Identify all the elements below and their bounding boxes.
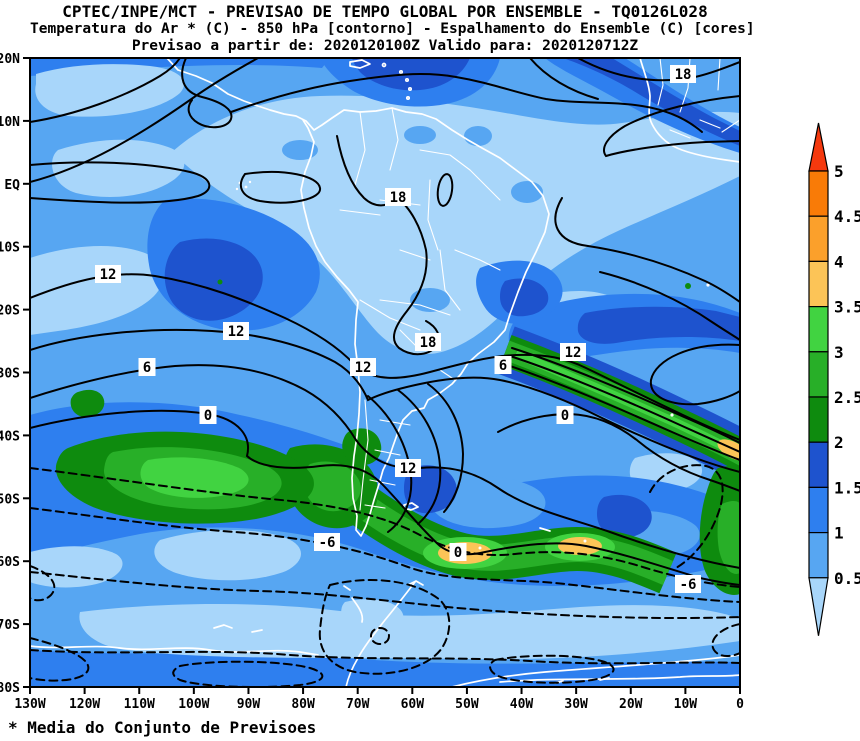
colorbar-tick-label: 0.5 bbox=[834, 569, 860, 588]
lat-tick-label: 10N bbox=[0, 115, 20, 130]
contour-label: 12 bbox=[100, 267, 117, 283]
caribbean-islands bbox=[349, 59, 371, 69]
colorbar-band bbox=[808, 306, 829, 353]
colorbar-tick-label: 2.5 bbox=[834, 388, 860, 407]
antarctica-coastline bbox=[30, 645, 319, 656]
lat-tick-label: 40S bbox=[0, 429, 20, 444]
country-state-borders bbox=[339, 107, 501, 511]
lat-tick-label: 60S bbox=[0, 555, 20, 570]
lon-tick-label: 0 bbox=[736, 697, 744, 712]
colorbar-tick-label: 4.5 bbox=[834, 207, 860, 226]
contour-label: -6 bbox=[319, 535, 336, 551]
lon-tick-label: 70W bbox=[346, 697, 370, 712]
chart-validity-line: Previsao a partir de: 2020120100Z Valido… bbox=[131, 38, 639, 54]
spread-colorbar: 5 4.5 4 3.5 3 2.5 2 1.5 1 0.5 bbox=[808, 122, 860, 636]
lat-tick-label: 50S bbox=[0, 492, 20, 507]
colorbar-band bbox=[808, 351, 829, 398]
colorbar-tick-label: 5 bbox=[834, 162, 844, 181]
contour-label: -6 bbox=[680, 577, 697, 593]
contour-label-box bbox=[556, 406, 574, 424]
lon-tick-label: 30W bbox=[564, 697, 588, 712]
lon-tick-label: 40W bbox=[510, 697, 534, 712]
colorbar-band bbox=[808, 260, 829, 308]
colorbar-band bbox=[808, 215, 829, 262]
africa-coastline bbox=[639, 58, 740, 163]
contour-label-box bbox=[223, 322, 249, 340]
colorbar-tick-label: 2 bbox=[834, 433, 844, 452]
colorbar-band bbox=[808, 441, 829, 489]
spread-shading-layer bbox=[30, 58, 740, 687]
contour-label-box bbox=[138, 358, 156, 376]
contour-label-box bbox=[385, 188, 411, 206]
contour-label-box bbox=[95, 265, 121, 283]
colorbar-tick-label: 1.5 bbox=[834, 478, 860, 497]
contour-label: 12 bbox=[565, 345, 582, 361]
axis-layer: 130W 120W 110W 100W 90W 80W 70W 60W 50W 40W 30W 20W… bbox=[0, 52, 744, 712]
contour-label-box bbox=[675, 575, 701, 593]
contour-label-box bbox=[350, 358, 376, 376]
lat-tick-label: 20N bbox=[0, 52, 20, 67]
contour-label: 0 bbox=[454, 545, 462, 561]
contour-label-box bbox=[314, 533, 340, 551]
lat-tick-label: 20S bbox=[0, 304, 20, 319]
contour-label-layer: 18 18 18 12 12 12 12 12 6 6 0 0 0 -6 -6 bbox=[95, 65, 701, 593]
colorbar-band bbox=[808, 170, 829, 217]
footnote-ensemble-mean: * Media do Conjunto de Previsoes bbox=[8, 718, 317, 737]
contour-label-box bbox=[449, 543, 467, 561]
lon-tick-label: 60W bbox=[401, 697, 425, 712]
colorbar-band bbox=[808, 486, 829, 534]
colorbar-band bbox=[808, 531, 829, 579]
contour-label: 12 bbox=[355, 360, 372, 376]
contour-label: 18 bbox=[420, 335, 437, 351]
lon-tick-label: 90W bbox=[237, 697, 261, 712]
colorbar-tick-label: 1 bbox=[834, 524, 844, 543]
colorbar-tick-label: 3.5 bbox=[834, 298, 860, 317]
contour-label: 12 bbox=[400, 461, 417, 477]
contour-label-box bbox=[199, 406, 217, 424]
contour-label: 6 bbox=[499, 358, 507, 374]
south-georgia-island bbox=[539, 527, 551, 532]
chart-subtitle: Temperatura do Ar * (C) - 850 hPa [conto… bbox=[30, 21, 755, 37]
colorbar-tick-label: 3 bbox=[834, 343, 844, 362]
lon-tick-label: 100W bbox=[178, 697, 209, 712]
contour-label-box bbox=[670, 65, 696, 83]
colorbar-band bbox=[808, 396, 829, 443]
lat-tick-label: 70S bbox=[0, 618, 20, 633]
colorbar-bottom-arrow bbox=[808, 577, 829, 636]
lon-tick-label: 50W bbox=[455, 697, 479, 712]
lon-tick-label: 80W bbox=[291, 697, 315, 712]
lon-tick-label: 130W bbox=[14, 697, 45, 712]
lat-tick-label: 30S bbox=[0, 367, 20, 382]
contour-label-box bbox=[415, 333, 441, 351]
africa-borders bbox=[657, 58, 740, 139]
contour-label-box bbox=[560, 343, 586, 361]
colorbar-tick-label: 4 bbox=[834, 252, 844, 271]
contour-label: 18 bbox=[675, 67, 692, 83]
lat-tick-label: 10S bbox=[0, 241, 20, 256]
lon-tick-label: 110W bbox=[124, 697, 155, 712]
contour-label: 0 bbox=[204, 408, 212, 424]
lon-tick-label: 20W bbox=[619, 697, 643, 712]
contour-label-box bbox=[494, 356, 512, 374]
lat-tick-label: 80S bbox=[0, 681, 20, 696]
lon-tick-label: 10W bbox=[674, 697, 698, 712]
contour-label: 18 bbox=[390, 190, 407, 206]
contour-label-box bbox=[395, 459, 421, 477]
coastline-layer bbox=[30, 58, 740, 687]
contour-label: 6 bbox=[143, 360, 151, 376]
contour-label: 12 bbox=[228, 324, 245, 340]
lon-tick-label: 120W bbox=[69, 697, 100, 712]
antarctica-coastline-east bbox=[451, 654, 740, 687]
chart-title: CPTEC/INPE/MCT - PREVISAO DE TEMPO GLOBA… bbox=[62, 2, 708, 21]
contour-label: 0 bbox=[561, 408, 569, 424]
colorbar-top-arrow bbox=[808, 122, 829, 172]
negative-temperature-contours bbox=[30, 464, 740, 687]
lat-tick-label: EQ bbox=[4, 178, 20, 193]
